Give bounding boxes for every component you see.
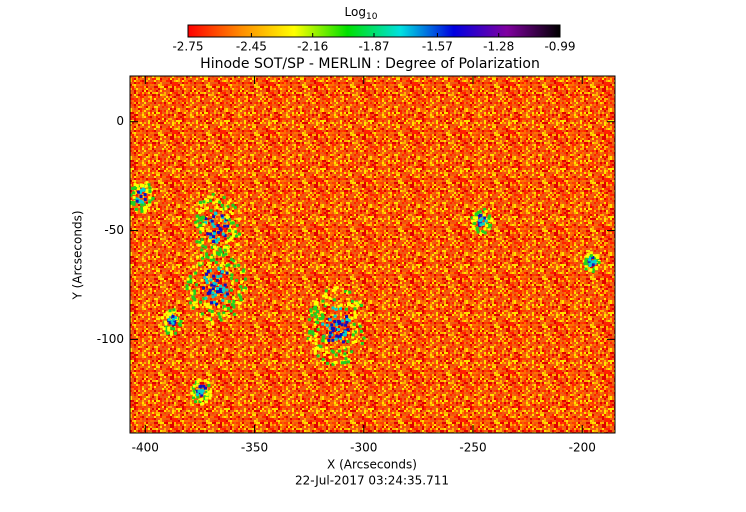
x-tick-label: -400	[132, 441, 159, 455]
colorbar-tick-label: -0.99	[544, 40, 575, 54]
y-tick-label: 0	[116, 114, 124, 128]
heatmap-features	[130, 181, 601, 406]
colorbar-tick-label: -2.45	[236, 40, 267, 54]
y-axis-label: Y (Arcseconds)	[71, 210, 85, 300]
timestamp: 22-Jul-2017 03:24:35.711	[295, 474, 449, 488]
x-tick-label: -200	[569, 441, 596, 455]
y-tick-label: -50	[104, 223, 124, 237]
colorbar-label: Log10	[345, 5, 378, 22]
x-tick-label: -250	[459, 441, 486, 455]
x-axis-label: X (Arcseconds)	[327, 458, 417, 472]
chart-title: Hinode SOT/SP - MERLIN : Degree of Polar…	[200, 56, 540, 72]
colorbar-tick-label: -2.16	[297, 40, 328, 54]
colorbar-tick-label: -2.75	[172, 40, 203, 54]
colorbar-tick-label: -1.28	[483, 40, 514, 54]
x-tick-label: -350	[241, 441, 268, 455]
y-tick-label: -100	[97, 332, 124, 346]
colorbar-tick-label: -1.87	[358, 40, 389, 54]
colorbar-tick-label: -1.57	[422, 40, 453, 54]
plot-frame	[129, 75, 616, 434]
x-tick-label: -300	[350, 441, 377, 455]
heatmap	[130, 76, 615, 433]
